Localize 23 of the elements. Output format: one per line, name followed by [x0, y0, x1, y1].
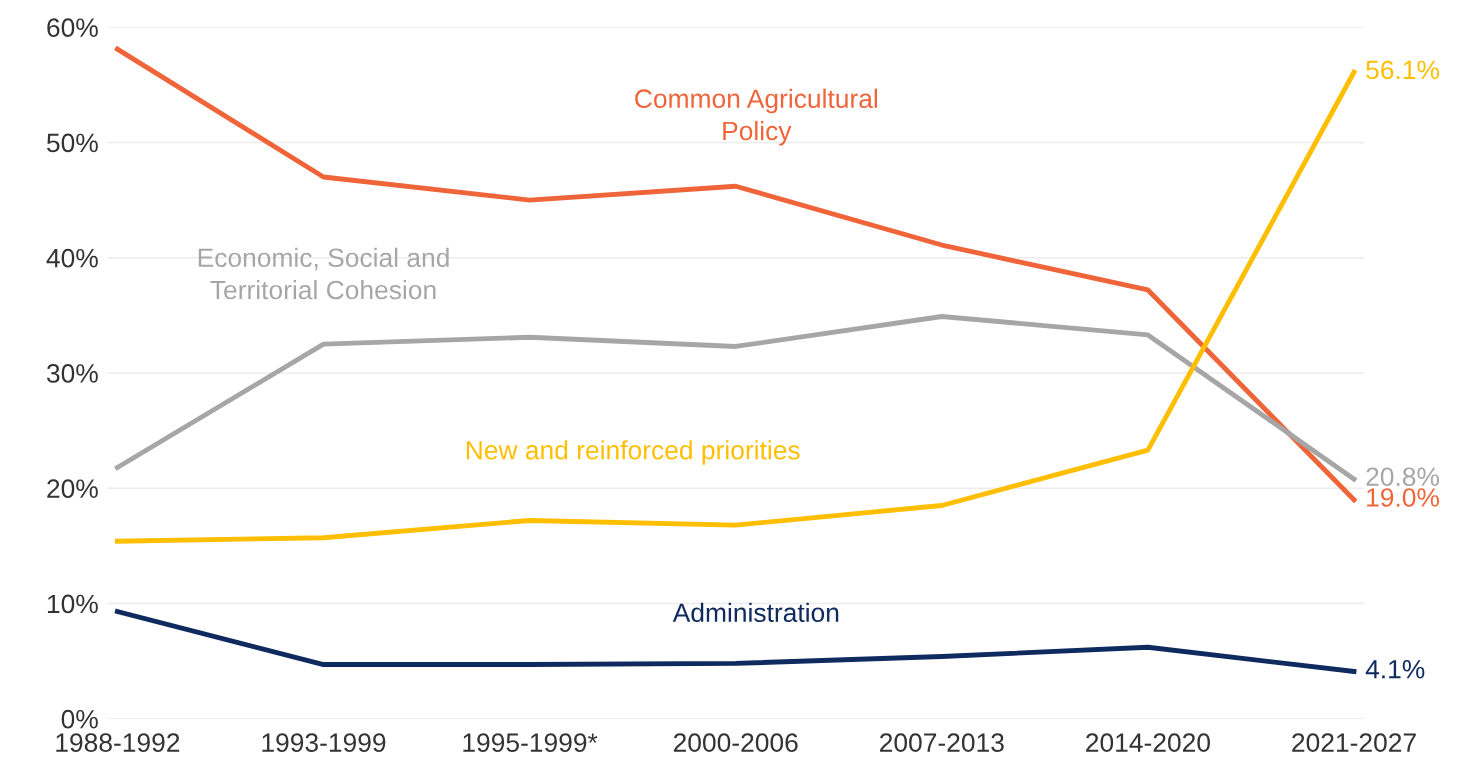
x-tick-label: 2000-2006 [673, 733, 798, 752]
y-tick-label: 0% [61, 709, 98, 729]
line-series [114, 314, 1357, 482]
y-tick-label: 60% [47, 18, 98, 38]
series-label: Administration [672, 602, 839, 623]
data-label: 19.0% [1367, 488, 1439, 507]
y-tick-label: 20% [47, 479, 98, 499]
x-tick-label: 1995-1999* [463, 733, 598, 752]
data-label: 20.8% [1366, 467, 1439, 487]
series-label: Common Agricultural Policy [635, 88, 878, 146]
x-tick-label: 2014-2020 [1086, 733, 1210, 752]
text: New and reinforced priorities [466, 440, 800, 465]
y-tick-label: 10% [47, 594, 98, 614]
x-tick-label: 1988-1992 [56, 733, 180, 752]
x-tick-label: 1993-1999 [262, 733, 386, 752]
data-label: 4.1% [1365, 659, 1425, 679]
y-tick-label: 50% [47, 133, 98, 153]
y-tick-label: 30% [46, 364, 98, 383]
series-label: Economic, Social and Territorial Cohesion [198, 247, 449, 300]
x-tick-label: 2021-2027 [1292, 733, 1416, 752]
data-label: 56.1% [1366, 60, 1439, 80]
x-tick-label: 2007-2013 [880, 733, 1004, 752]
y-tick-label: 40% [46, 248, 98, 268]
